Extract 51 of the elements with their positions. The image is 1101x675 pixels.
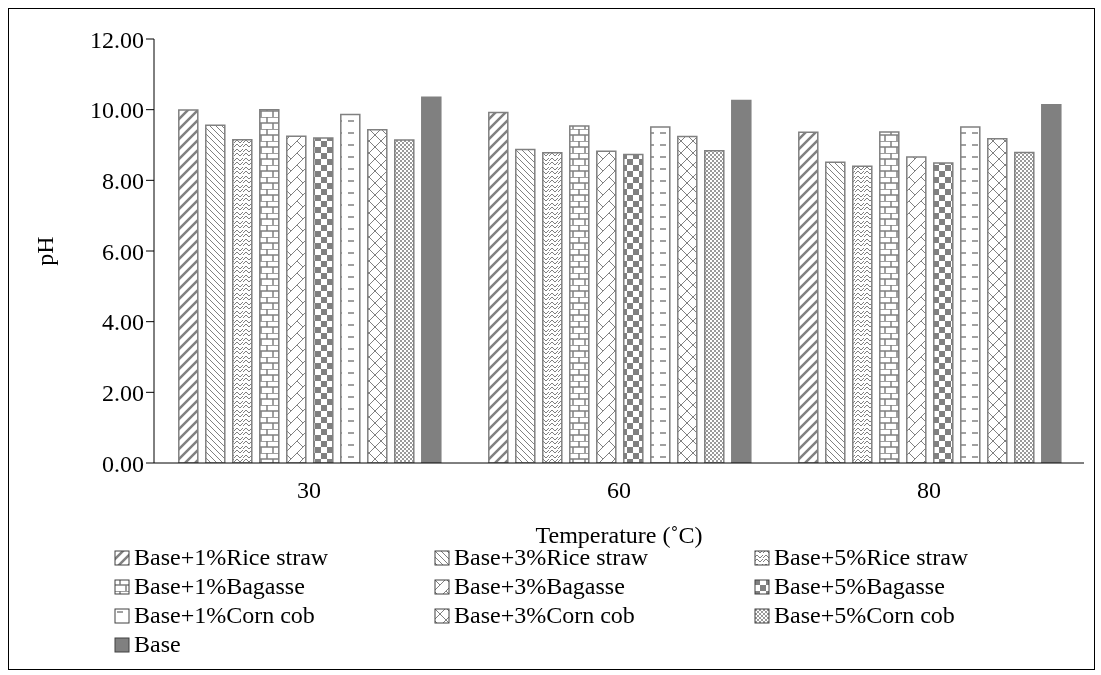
x-axis-title: Temperature (˚C) [535,522,703,548]
bar [394,139,415,463]
bar [205,124,226,463]
legend-label: Base+3%Corn cob [454,601,635,630]
bar [286,135,307,463]
bar [569,125,590,463]
legend-label: Base+1%Corn cob [134,601,315,630]
y-tick-label: 8.00 [102,167,144,194]
y-tick-label: 2.00 [102,379,144,406]
bar [623,153,644,463]
x-tick-label: 30 [297,477,321,504]
legend-label: Base [134,630,181,659]
legend-label: Base+5%Corn cob [774,601,955,630]
legend-label: Base+1%Bagasse [134,572,305,601]
bar [178,109,199,463]
bar [1041,103,1062,463]
bar [340,113,361,463]
bar [1014,151,1035,463]
bar [421,96,442,463]
y-tick-label: 12.00 [90,26,144,53]
bar [650,126,671,463]
legend-label: Base+1%Rice straw [134,543,329,572]
bar [879,131,900,463]
bar [987,137,1008,463]
bar [542,152,563,463]
y-tick-label: 4.00 [102,309,144,336]
y-tick-label: 6.00 [102,238,144,265]
bar [960,126,981,463]
bar [232,138,253,463]
bar [367,129,388,463]
bar [313,137,334,463]
legend-label: Base+5%Rice straw [774,543,969,572]
bar [933,162,954,463]
y-tick-label: 10.00 [90,97,144,124]
bar [906,156,927,463]
y-tick-label: 0.00 [102,450,144,477]
x-tick-label: 80 [917,477,941,504]
y-axis-title: pH [31,236,58,266]
bar [852,165,873,463]
bar [677,135,698,463]
bar [596,150,617,463]
bar [731,99,752,463]
bar [488,111,509,463]
legend-label: Base+3%Bagasse [454,572,625,601]
bar [825,161,846,463]
bar [704,149,725,463]
bar [515,148,536,463]
bar [798,131,819,463]
legend-label: Base+5%Bagasse [774,572,945,601]
bar [259,108,280,463]
x-tick-label: 60 [607,477,631,504]
